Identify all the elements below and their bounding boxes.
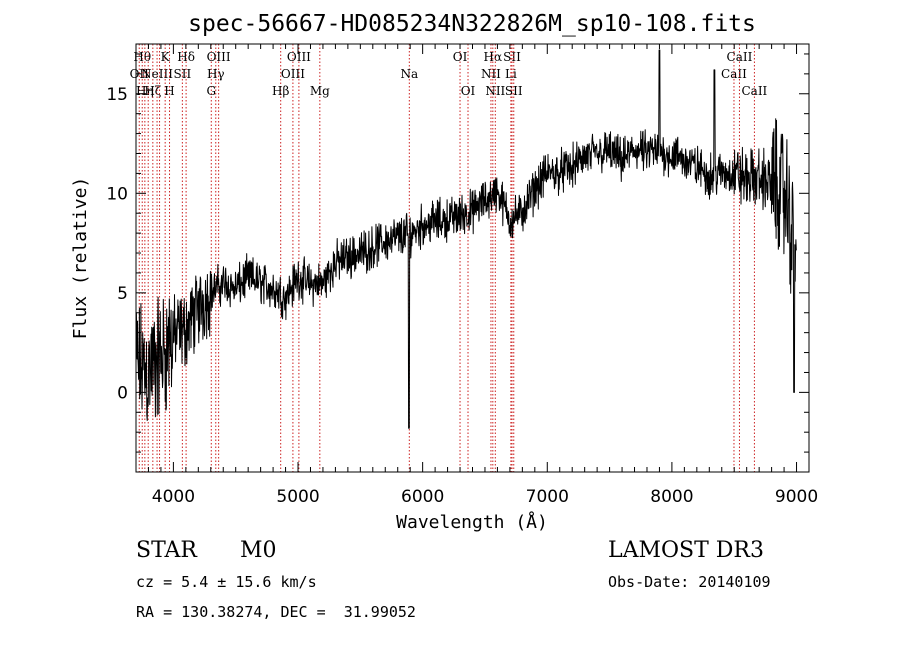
spectral-line-markers: OIIHθHηHζNeIIIKHSIIHδGHγOIIIHβOIIIOIIIMg… [130, 44, 768, 472]
spectral-line-label: Mg [310, 84, 330, 98]
spectral-line-label: CaII [727, 50, 753, 64]
spectrum-series [135, 49, 797, 429]
x-tick-label: 6000 [401, 487, 444, 507]
object-subclass: M0 [240, 538, 277, 563]
y-tick-label: 5 [117, 284, 128, 304]
chart-title: spec-56667-HD085234N322826M_sp10-108.fit… [188, 11, 756, 37]
spectral-line-label: SII [174, 67, 192, 81]
spectral-line-label: Li [505, 67, 517, 81]
spectral-line-label: OIII [281, 67, 305, 81]
y-tick-label: 0 [117, 383, 128, 403]
observation-date: Obs-Date: 20140109 [608, 573, 771, 591]
x-tick-label: 4000 [152, 487, 195, 507]
survey-name: LAMOST DR3 [608, 538, 764, 563]
spectral-line-label: Hδ [177, 50, 195, 64]
plot-frame [135, 43, 810, 473]
axis-ticks: 4000 5000 6000 7000 8000 9000 0 5 10 15 [106, 44, 818, 507]
spectral-line-label: Na [400, 67, 418, 81]
spectral-line-label: SII [505, 84, 523, 98]
spectral-line-label: H [164, 84, 174, 98]
spectral-line-label: NII [485, 84, 505, 98]
spectral-line-label: Hα [484, 50, 503, 64]
spectral-line-label: Hγ [207, 67, 225, 81]
spectral-line-label: Hη [136, 84, 154, 98]
spectral-line-label: SII [503, 50, 521, 64]
spectrum-line [135, 49, 797, 429]
spectral-line-label: NeIII [141, 67, 173, 81]
coordinates: RA = 130.38274, DEC = 31.99052 [136, 603, 416, 621]
spectral-line-label: CaII [741, 84, 767, 98]
x-tick-label: 9000 [775, 487, 818, 507]
x-tick-label: 8000 [650, 487, 693, 507]
spectral-line-label: Hβ [272, 84, 289, 98]
x-tick-label: 5000 [276, 487, 319, 507]
spectral-line-label: OIII [287, 50, 311, 64]
spectral-line-label: NII [481, 67, 501, 81]
spectral-line-label: CaII [721, 67, 747, 81]
spectral-line-label: OI [453, 50, 468, 64]
y-tick-label: 10 [106, 184, 128, 204]
spectral-line-label: K [161, 50, 171, 64]
spectral-line-label: G [206, 84, 216, 98]
spectral-line-label: OIII [207, 50, 231, 64]
object-class: STAR [136, 538, 197, 563]
x-tick-label: 7000 [526, 487, 569, 507]
x-axis-label: Wavelength (Å) [396, 511, 548, 533]
y-axis-label: Flux (relative) [70, 177, 91, 340]
redshift-velocity: cz = 5.4 ± 15.6 km/s [136, 573, 317, 591]
y-tick-label: 15 [106, 85, 128, 105]
spectral-line-label: OI [461, 84, 476, 98]
